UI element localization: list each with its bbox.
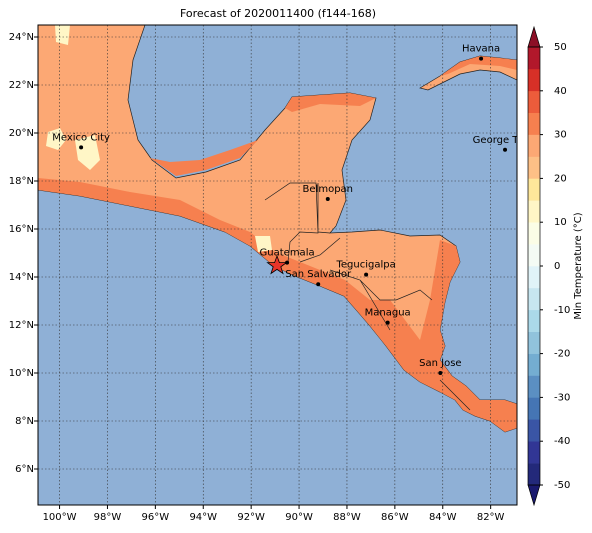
colorbar-segment	[528, 441, 540, 464]
city-label: George Town	[473, 135, 538, 146]
colorbar-extend-under	[527, 484, 541, 507]
city-dot	[503, 147, 508, 152]
warm-yucatan	[150, 93, 376, 176]
colorbar-segment	[528, 200, 540, 223]
y-tick-label: 24°N	[9, 32, 34, 43]
x-tick-label: 92°W	[237, 512, 265, 523]
colorbar-segment	[528, 47, 540, 70]
colorbar-tick-label: -40	[554, 436, 570, 447]
x-tick-label: 90°W	[285, 512, 313, 523]
cuba-warm	[440, 56, 517, 76]
x-tick-label: 96°W	[142, 512, 170, 523]
colorbar-segment	[528, 178, 540, 201]
y-tick-label: 22°N	[9, 80, 34, 91]
colorbar-segment	[528, 68, 540, 92]
x-tick-label: 98°W	[94, 512, 122, 523]
x-tick-label: 86°W	[381, 512, 409, 523]
colorbar-segment	[528, 463, 540, 486]
colorbar-segment	[528, 244, 540, 267]
city-label: Managua	[365, 308, 411, 319]
colorbar-segment	[528, 309, 540, 332]
y-tick-label: 10°N	[9, 368, 34, 379]
y-tick-label: 18°N	[9, 176, 34, 187]
y-tick-label: 8°N	[15, 416, 34, 427]
colorbar-tick-label: -50	[554, 480, 570, 491]
colorbar-segment	[528, 134, 540, 157]
x-tick-label: 100°W	[43, 512, 77, 523]
city-label: Guatemala	[260, 248, 315, 259]
ticks: 100°W 98°W 96°W 94°W 92°W 90°W 88°W 86°W 84°W 82°…	[9, 32, 505, 523]
city-dot	[364, 272, 369, 277]
colorbar-tick-label: -20	[554, 349, 570, 360]
city-label: Mexico City	[52, 132, 110, 143]
city-dot	[479, 56, 484, 61]
colorbar-segment	[528, 419, 540, 442]
colorbar-segment	[528, 222, 540, 245]
colorbar-tick-label: 0	[554, 261, 560, 272]
colorbar: -50 -40 -30 -20 -10 0 10 20 30 40 50	[527, 25, 570, 507]
city-dot	[316, 282, 321, 287]
borders	[264, 182, 471, 411]
y-tick-label: 6°N	[15, 464, 34, 475]
y-tick-label: 14°N	[9, 272, 34, 283]
colorbar-segment	[528, 287, 540, 311]
colorbar-segment	[528, 90, 540, 113]
colorbar-segment	[528, 112, 540, 135]
warm-coast	[38, 178, 517, 432]
cool-highland	[46, 25, 272, 252]
colorbar-segment	[528, 156, 540, 179]
x-tick-label: 82°W	[477, 512, 505, 523]
forecast-location-star	[266, 254, 288, 275]
colorbar-tick-label: 30	[554, 130, 567, 141]
colorbar-tick-label: 10	[554, 217, 567, 228]
city-label: San Jose	[419, 358, 461, 369]
title: Forecast of 2020011400 (f144-168)	[180, 7, 376, 20]
x-tick-label: 94°W	[189, 512, 217, 523]
x-tick-label: 84°W	[429, 512, 457, 523]
city-label: Belmopan	[303, 184, 353, 195]
city-label: Havana	[462, 44, 500, 55]
colorbar-segment	[528, 397, 540, 420]
colorbar-label: Min Temperature (°C)	[573, 212, 584, 319]
colorbar-tick-label: 40	[554, 86, 567, 97]
y-tick-label: 12°N	[9, 320, 34, 331]
city-label: Tegucigalpa	[335, 260, 395, 271]
city-dot	[385, 320, 390, 325]
colorbar-segment	[528, 375, 540, 398]
colorbar-tick-label: -30	[554, 392, 570, 403]
colorbar-tick-label: 50	[554, 42, 567, 53]
city-dot	[325, 197, 330, 201]
colorbar-segment	[528, 266, 540, 289]
y-tick-label: 16°N	[9, 224, 34, 235]
colorbar-segment	[528, 331, 540, 354]
axes-frame	[37, 24, 518, 506]
grid	[38, 25, 517, 505]
colorbar-tick-label: 20	[554, 173, 567, 184]
colorbar-segment	[528, 353, 540, 376]
city-dot	[438, 371, 443, 375]
colorbar-extend-over	[527, 25, 541, 48]
colorbar-tick-label: -10	[554, 305, 570, 316]
city-dot	[79, 145, 84, 150]
city-label: San Salvador	[285, 269, 352, 280]
y-tick-label: 20°N	[9, 128, 34, 139]
cities: Mexico City Havana George Town Belmopan Guat…	[52, 44, 538, 375]
x-tick-label: 88°W	[333, 512, 361, 523]
map-area: Mexico City Havana George Town Belmopan Guat…	[38, 25, 538, 505]
